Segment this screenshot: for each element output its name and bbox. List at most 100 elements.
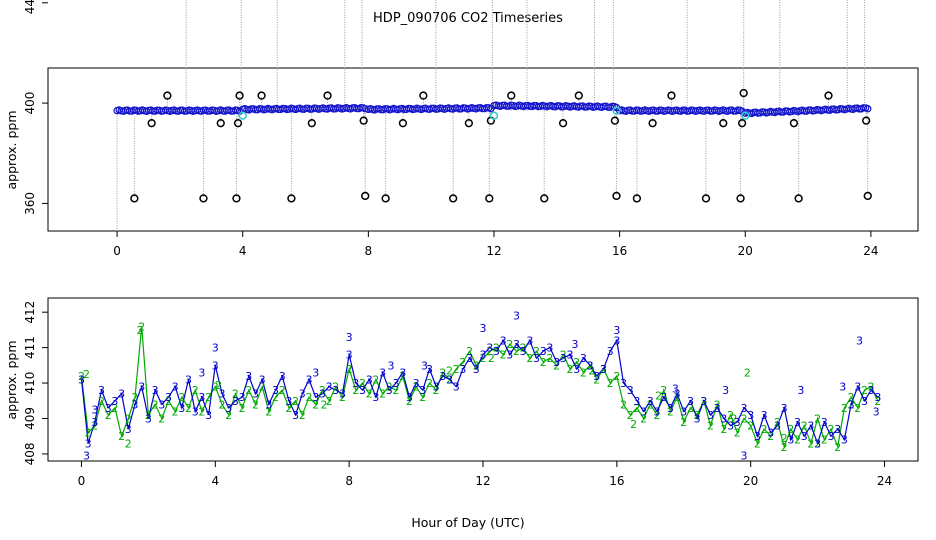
series-2-marker: 2 [861, 384, 868, 397]
series-3-marker: 3 [834, 423, 841, 436]
series-2-marker: 2 [252, 398, 259, 411]
series-2-marker: 2 [359, 377, 366, 390]
series-2-marker: 2 [506, 338, 513, 351]
top-x-tick-label: 4 [239, 244, 247, 258]
outlier-point [558, 119, 568, 128]
series-2-marker: 2 [215, 379, 222, 392]
series-3-marker: 3 [352, 377, 359, 390]
outlier-point [419, 91, 428, 100]
series-3-marker: 3 [265, 398, 272, 411]
series-3-marker: 3 [873, 405, 880, 418]
top-x-tick-label: 16 [612, 244, 627, 258]
outlier-point [464, 119, 474, 128]
series-3-marker: 3 [513, 310, 520, 323]
series-3-marker: 3 [158, 398, 165, 411]
outlier-point [485, 194, 494, 203]
bottom-y-tick-label: 412 [23, 301, 37, 324]
series-3-marker: 3 [707, 409, 714, 422]
series-2-marker: 2 [272, 391, 279, 404]
series-2-marker: 2 [232, 388, 239, 401]
series-2-marker: 2 [379, 388, 386, 401]
series-2-marker: 2 [466, 345, 473, 358]
series-2-marker: 2 [540, 356, 547, 369]
series-2-marker: 2 [781, 441, 788, 454]
series-2-marker: 2 [700, 395, 707, 408]
series-3-marker: 3 [633, 395, 640, 408]
series-3-marker: 3 [694, 412, 701, 425]
outlier-point [540, 194, 549, 203]
bottom-y-axis-label: approx. ppm [4, 340, 19, 419]
series-3-marker: 3 [674, 388, 681, 401]
bottom-y-axis: 408 409 410 411 412 [23, 301, 48, 465]
top-panel: 0 4 8 12 16 20 24 360 400 440 approx. ppm [4, 0, 919, 258]
series-3-marker: 3 [399, 366, 406, 379]
series-3-marker: 3 [520, 345, 527, 358]
series-2-marker: 2 [352, 384, 359, 397]
series-3-marker: 3 [720, 412, 727, 425]
series-3-marker: 3 [727, 420, 734, 433]
series-2-marker: 2 [488, 352, 495, 365]
bottom-plot-marks: 2222222222222222222222222222222222222222… [78, 310, 881, 463]
outlier-point [794, 194, 803, 203]
series-2-marker: 2 [406, 395, 413, 408]
series-2-marker: 2 [660, 384, 667, 397]
series-2-marker: 2 [580, 366, 587, 379]
series-3-marker: 3 [306, 374, 313, 387]
series-2-marker: 2 [205, 391, 212, 404]
series-3-marker: 3 [613, 335, 620, 348]
series-3-marker: 3 [212, 342, 219, 355]
series-3-marker: 3 [165, 391, 172, 404]
series-3-marker: 3 [839, 381, 846, 394]
series-2-marker: 2 [346, 363, 353, 376]
series-2-marker: 2 [78, 370, 85, 383]
series-2-marker: 2 [312, 398, 319, 411]
series-2-marker: 2 [680, 416, 687, 429]
series-3-marker: 3 [828, 430, 835, 443]
series-2-marker: 2 [152, 398, 159, 411]
series-2-marker: 2 [493, 342, 500, 355]
series-2-marker: 2 [654, 409, 661, 422]
series-3-marker: 3 [868, 384, 875, 397]
series-3-marker: 3 [319, 388, 326, 401]
series-3-marker: 3 [111, 395, 118, 408]
series-2-marker: 2 [459, 356, 466, 369]
series-2-marker: 2 [553, 359, 560, 372]
series-3-marker: 3 [700, 395, 707, 408]
bottom-y-tick-label: 410 [23, 372, 37, 395]
series-3-marker: 3 [854, 381, 861, 394]
top-y-axis: 360 400 440 [23, 0, 48, 215]
series-2-marker: 2 [192, 384, 199, 397]
series-2-marker: 2 [747, 420, 754, 433]
outlier-point [257, 91, 266, 100]
series-2-marker: 2 [667, 405, 674, 418]
series-2-marker: 2 [158, 412, 165, 425]
bottom-y-tick-label: 409 [23, 407, 37, 430]
series-3-marker: 3 [245, 370, 252, 383]
series-2-marker: 2 [655, 389, 662, 402]
bottom-x-tick-label: 24 [877, 474, 892, 488]
series-2-marker: 2 [346, 363, 353, 376]
baseline-point [864, 105, 872, 113]
series-3-marker: 3 [152, 384, 159, 397]
series-2-marker: 2 [787, 423, 794, 436]
outlier-point [323, 91, 332, 100]
series-2-marker: 2 [500, 349, 507, 362]
series-3-marker: 3 [91, 404, 98, 417]
series-2-marker: 2 [319, 384, 326, 397]
series-3-marker: 3 [118, 388, 125, 401]
outlier-point [163, 91, 172, 100]
series-2-marker: 2 [600, 363, 607, 376]
series-3-marker: 3 [406, 391, 413, 404]
series-3-marker: 3 [421, 359, 428, 372]
series-3-marker: 3 [91, 416, 98, 429]
series-3-marker: 3 [761, 409, 768, 422]
series-2-marker: 2 [513, 345, 520, 358]
outlier-point [648, 119, 657, 128]
series-2-marker: 2 [526, 352, 533, 365]
series-3-marker: 3 [312, 366, 319, 379]
series-3-marker: 3 [386, 384, 393, 397]
series-3-marker: 3 [339, 388, 346, 401]
series-2-marker: 2 [165, 395, 172, 408]
series-2-marker: 2 [720, 423, 727, 436]
